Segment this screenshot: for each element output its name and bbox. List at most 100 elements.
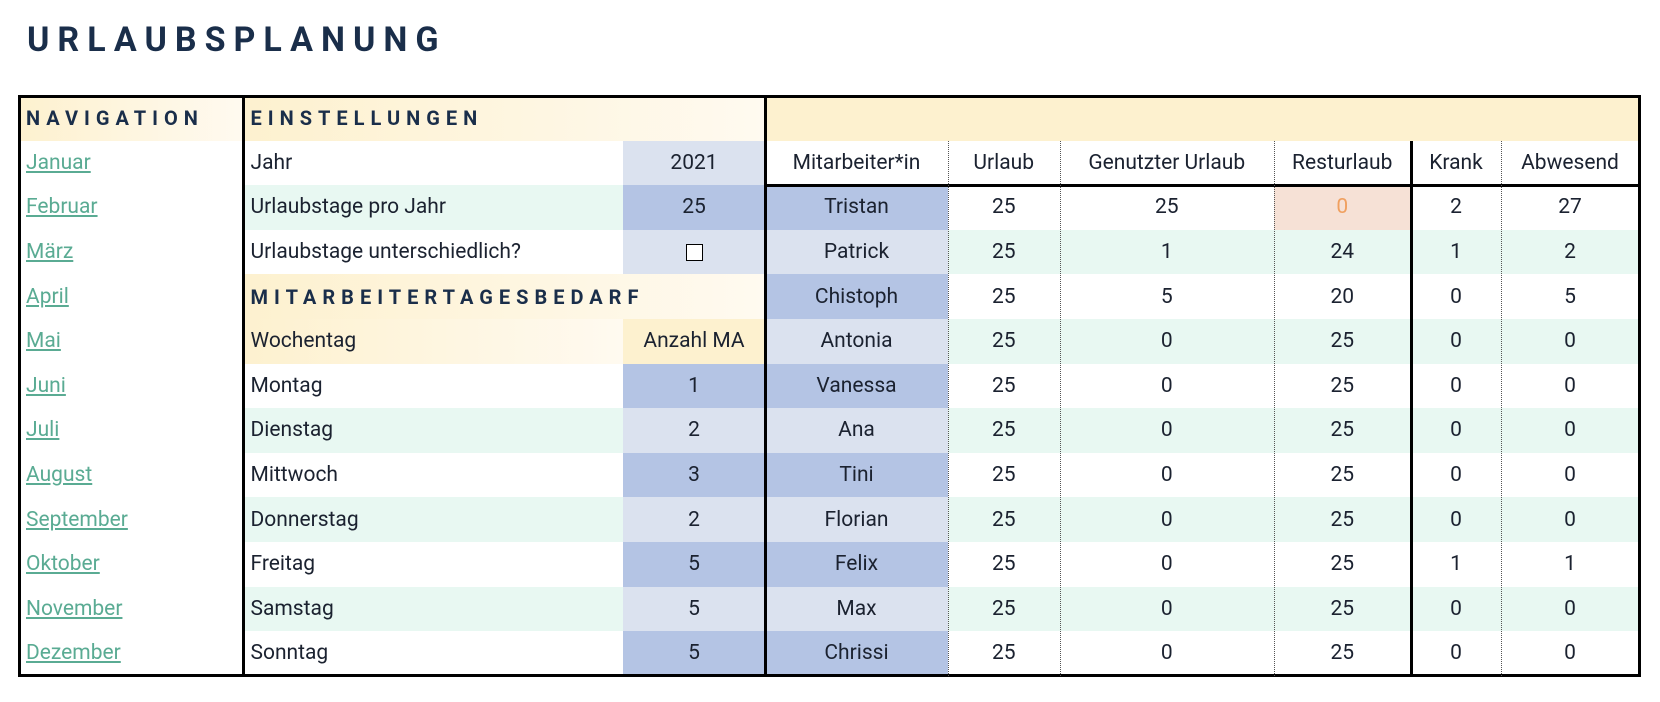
weekday: Sonntag	[243, 631, 623, 676]
employee-value: 25	[947, 229, 1060, 275]
month-link[interactable]: Oktober	[26, 552, 100, 577]
page-title: URLAUBSPLANUNG	[27, 20, 447, 60]
employee-value: 25	[1273, 586, 1411, 632]
employee-value: 27	[1501, 185, 1639, 230]
employee-value: 0	[1411, 363, 1501, 409]
employee-value: 25	[1273, 408, 1411, 453]
employee-name: Vanessa	[765, 363, 948, 409]
employee-value: 0	[1060, 408, 1274, 453]
section-heading: MITARBEITERTAGESBEDARF	[243, 274, 766, 319]
employee-value: 25	[1273, 363, 1411, 409]
employee-value: 0	[1411, 631, 1501, 676]
setting-value: 2021	[622, 140, 766, 186]
month-link[interactable]: Januar	[26, 150, 91, 175]
month-link[interactable]: Mai	[26, 329, 61, 354]
column-header: Anzahl MA	[622, 319, 766, 364]
column-header: Abwesend	[1521, 150, 1619, 175]
grid-line	[765, 183, 1639, 187]
employee-value: 25	[947, 631, 1060, 676]
employee-value: 0	[1060, 363, 1274, 409]
grid-line	[947, 140, 950, 676]
employee-value: 0	[1501, 586, 1639, 632]
employee-value: 1	[1411, 542, 1501, 587]
employee-name: Ana	[765, 408, 948, 453]
employee-value: 5	[1060, 274, 1274, 319]
grid-line	[764, 96, 767, 676]
setting-value: 25	[622, 185, 766, 230]
employee-value: 0	[1411, 497, 1501, 542]
month-link[interactable]: August	[26, 463, 93, 488]
month-link[interactable]: Juni	[26, 373, 66, 398]
employee-value: 0	[1501, 631, 1639, 676]
employee-value: 0	[1501, 408, 1639, 453]
employee-name: Tini	[765, 452, 948, 498]
employee-name: Patrick	[765, 229, 948, 275]
weekday: Mittwoch	[243, 452, 623, 498]
employee-value: 25	[947, 363, 1060, 409]
section-heading: NAVIGATION	[19, 96, 244, 141]
employee-value: 0	[1501, 363, 1639, 409]
employee-value: 0	[1060, 586, 1274, 632]
weekday: Donnerstag	[243, 497, 623, 542]
weekday: Samstag	[243, 586, 623, 632]
employee-value: 1	[1060, 229, 1274, 275]
employee-name: Chistoph	[765, 274, 948, 319]
employee-name: Florian	[765, 497, 948, 542]
employee-value: 0	[1411, 586, 1501, 632]
employee-value: 25	[947, 497, 1060, 542]
column-header: Resturlaub	[1292, 150, 1393, 175]
month-link[interactable]: September	[26, 507, 128, 532]
grid-line	[1501, 140, 1503, 676]
employee-value: 0	[1060, 631, 1274, 676]
employee-value: 0	[1411, 274, 1501, 319]
section-heading	[765, 96, 1639, 141]
employee-value: 2	[1501, 229, 1639, 275]
employee-value: 0	[1060, 452, 1274, 498]
setting-label: Urlaubstage pro Jahr	[243, 185, 623, 230]
month-link[interactable]: April	[26, 284, 69, 309]
employee-value: 0	[1411, 408, 1501, 453]
employee-value: 25	[947, 452, 1060, 498]
checkbox[interactable]	[685, 243, 703, 261]
grid-line	[1409, 140, 1413, 676]
grid-line	[17, 94, 1641, 98]
employee-value: 2	[1411, 185, 1501, 230]
employee-value: 25	[1273, 452, 1411, 498]
column-header: Genutzter Urlaub	[1088, 150, 1246, 175]
grid-line	[242, 96, 245, 676]
staff-count: 2	[622, 497, 766, 542]
employee-value: 0	[1060, 542, 1274, 587]
employee-value: 25	[1273, 319, 1411, 364]
employee-value: 25	[947, 319, 1060, 364]
employee-value: 0	[1411, 452, 1501, 498]
employee-value: 25	[1273, 631, 1411, 676]
month-link[interactable]: Dezember	[26, 641, 121, 666]
employee-value: 25	[947, 542, 1060, 587]
staff-count: 1	[622, 363, 766, 409]
section-heading: EINSTELLUNGEN	[243, 96, 766, 141]
employee-value: 0	[1501, 319, 1639, 364]
employee-name: Chrissi	[765, 631, 948, 676]
employee-name: Tristan	[765, 185, 948, 230]
column-header: Mitarbeiter*in	[792, 150, 921, 175]
employee-value: 1	[1501, 542, 1639, 587]
staff-count: 2	[622, 408, 766, 453]
employee-value: 20	[1273, 274, 1411, 319]
month-link[interactable]: März	[26, 240, 74, 265]
grid-line	[1060, 140, 1062, 676]
employee-value: 25	[1273, 542, 1411, 587]
weekday: Montag	[243, 363, 623, 409]
month-link[interactable]: November	[26, 596, 123, 621]
checkbox-cell	[622, 229, 766, 275]
weekday: Freitag	[243, 542, 623, 587]
employee-value: 25	[1060, 185, 1274, 230]
employee-value: 0	[1501, 452, 1639, 498]
column-header: Wochentag	[243, 319, 623, 364]
employee-value: 25	[947, 274, 1060, 319]
staff-count: 5	[622, 586, 766, 632]
month-link[interactable]: Juli	[26, 418, 60, 443]
month-link[interactable]: Februar	[26, 195, 98, 220]
employee-value: 0	[1411, 319, 1501, 364]
employee-value: 1	[1411, 229, 1501, 275]
employee-value: 25	[947, 408, 1060, 453]
